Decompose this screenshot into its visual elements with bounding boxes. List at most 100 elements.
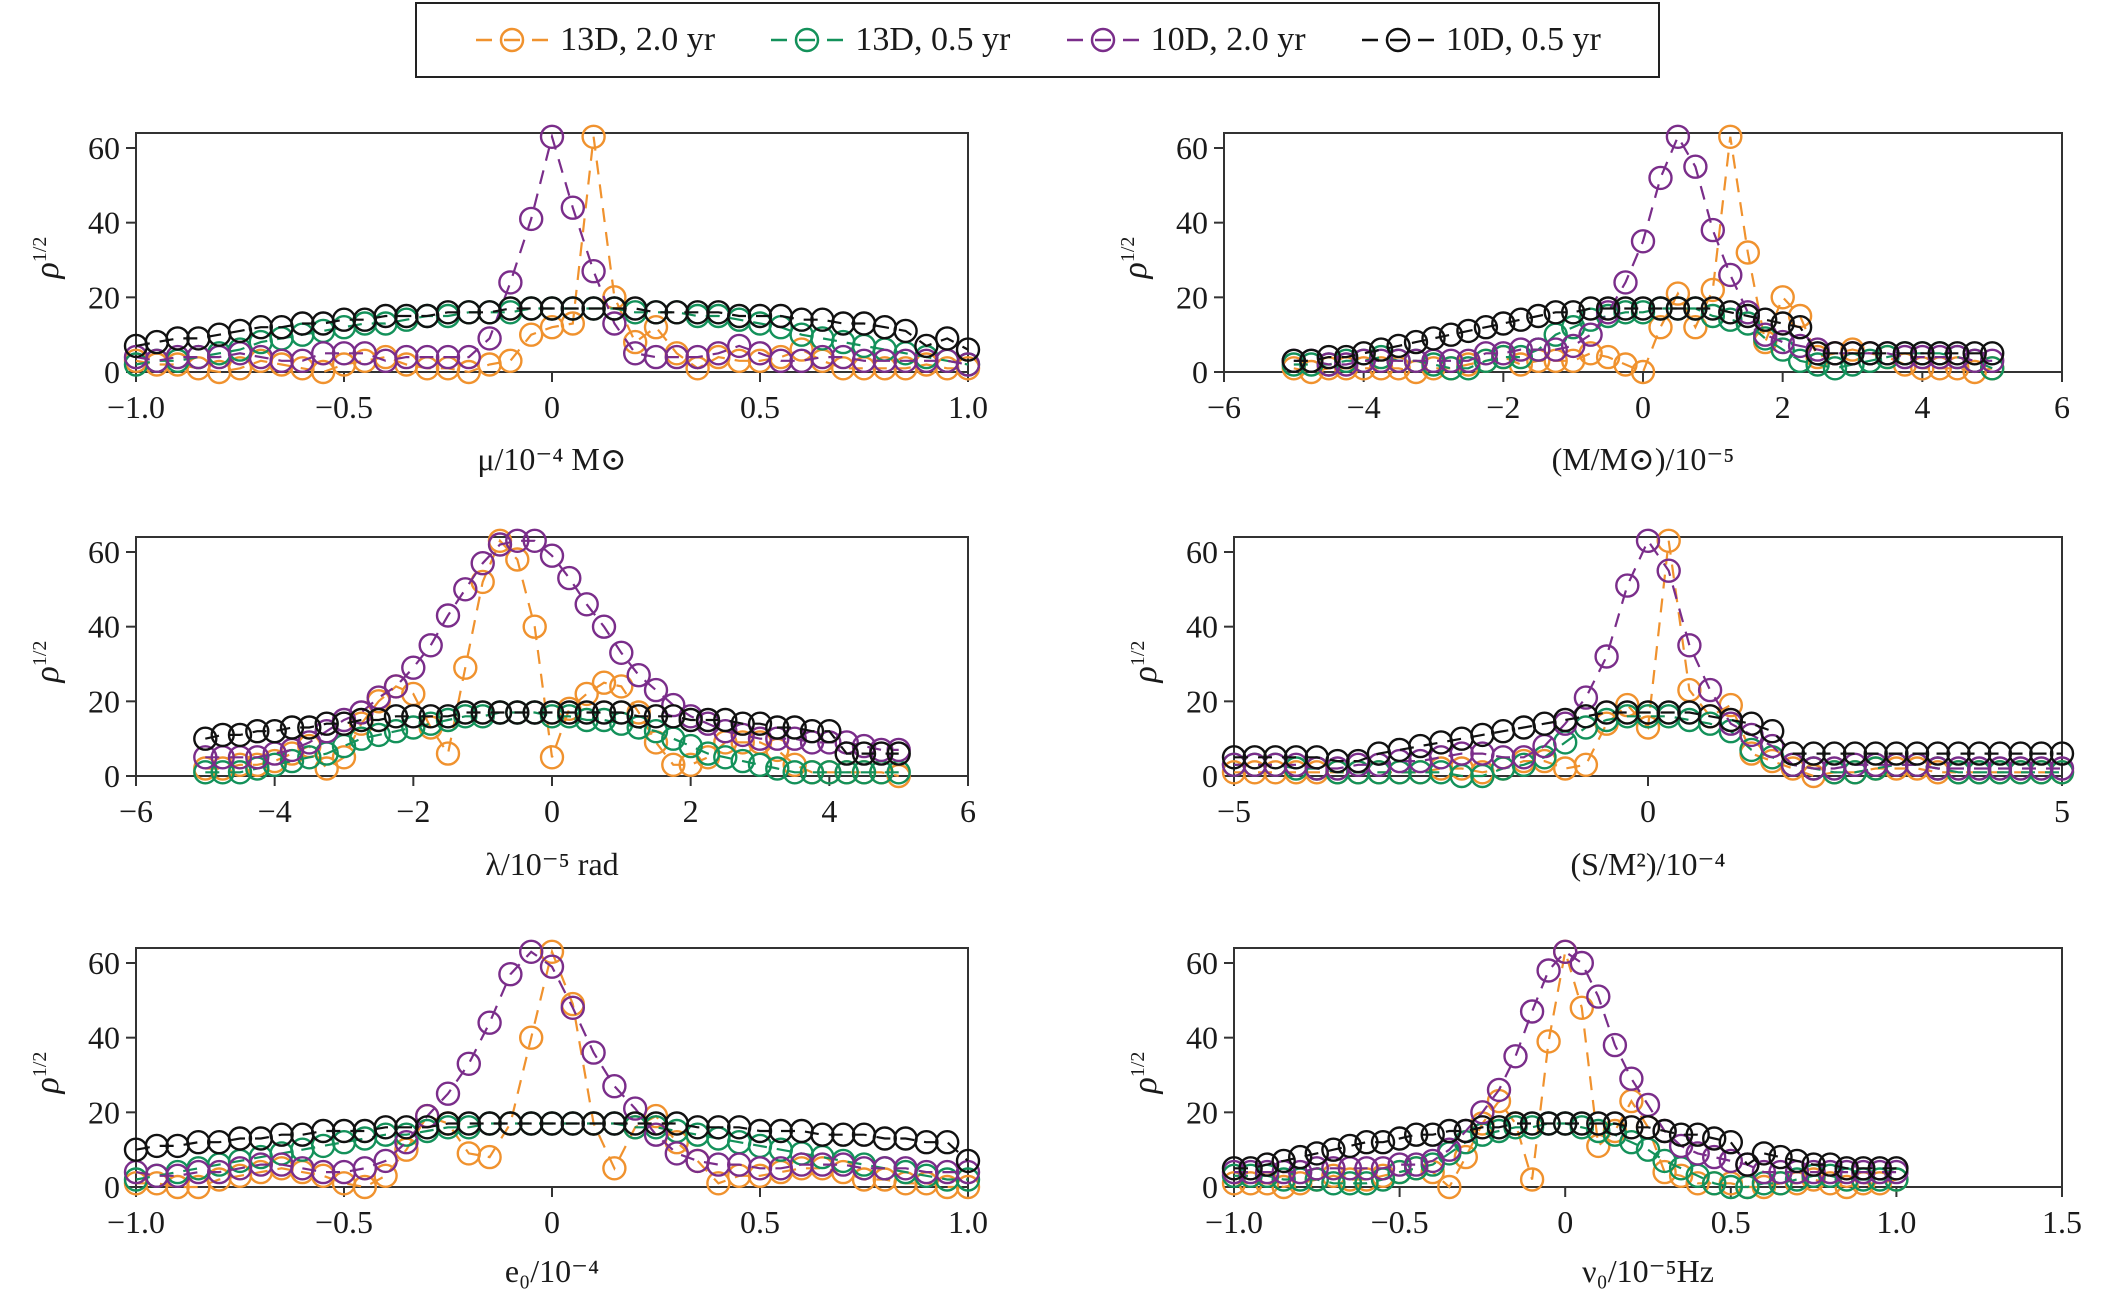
- series-10d-0-5-yr: [193, 700, 911, 766]
- y-tick-label: 60: [88, 534, 120, 570]
- data-point: [1892, 341, 1918, 366]
- data-point: [1770, 285, 1795, 310]
- y-tick-label: 0: [1202, 1169, 1218, 1205]
- data-point: [366, 722, 391, 748]
- y-tick-label: 40: [88, 205, 120, 241]
- data-point: [1652, 1118, 1677, 1144]
- data-point: [539, 1111, 565, 1136]
- data-point: [1822, 741, 1847, 766]
- data-point: [1602, 1111, 1628, 1136]
- data-point: [609, 640, 634, 665]
- data-point: [1595, 344, 1621, 370]
- data-point: [487, 532, 513, 557]
- data-point: [747, 1156, 773, 1181]
- data-point: [519, 322, 544, 347]
- x-tick-label: 2: [683, 793, 699, 829]
- data-point: [290, 348, 315, 373]
- x-tick-label: −2: [396, 793, 430, 829]
- data-point: [456, 1051, 481, 1077]
- y-axis-label: ρ1/2: [1117, 237, 1154, 280]
- x-tick-label: 0: [1640, 793, 1656, 829]
- data-point: [1735, 303, 1761, 329]
- series-10d-0-5-yr: [1221, 700, 2075, 774]
- data-point: [522, 700, 547, 725]
- data-point: [1595, 296, 1621, 321]
- data-point: [165, 344, 190, 370]
- data-point: [1987, 741, 2013, 766]
- data-point: [435, 1081, 461, 1106]
- data-point: [1299, 348, 1324, 373]
- series-line: [135, 1122, 969, 1162]
- y-tick-label: 20: [1186, 683, 1218, 719]
- series-10d-2-0-yr: [1221, 528, 2075, 781]
- data-point: [453, 655, 478, 680]
- data-point: [1503, 1044, 1528, 1069]
- series-10d-0-5-yr: [123, 296, 981, 362]
- data-point: [1770, 311, 1795, 336]
- data-point: [165, 326, 190, 351]
- data-point: [1635, 715, 1661, 740]
- x-axis-label: ν₀/10⁻⁵Hz: [1582, 1253, 1714, 1289]
- data-point: [1615, 573, 1640, 598]
- data-point: [1784, 1167, 1810, 1192]
- data-point: [1345, 748, 1371, 774]
- data-point: [706, 1152, 731, 1177]
- data-point: [1962, 341, 1987, 366]
- x-tick-label: 1.5: [2042, 1204, 2082, 1240]
- data-point: [1630, 229, 1656, 254]
- data-point: [1333, 352, 1359, 377]
- data-point: [1668, 1133, 1694, 1159]
- data-point: [1586, 984, 1611, 1009]
- data-point: [955, 1174, 981, 1200]
- data-point: [643, 315, 669, 340]
- data-point: [349, 707, 374, 733]
- data-point: [1526, 337, 1551, 362]
- series-10d-2-0-yr: [1221, 939, 1909, 1185]
- data-point: [297, 715, 322, 740]
- data-point: [1351, 341, 1376, 366]
- data-point: [1701, 1171, 1727, 1196]
- data-point: [1668, 1122, 1694, 1147]
- series-line: [136, 948, 968, 1189]
- data-point: [331, 341, 357, 366]
- data-point: [643, 704, 669, 729]
- data-point: [574, 592, 599, 617]
- data-point: [851, 760, 877, 785]
- data-point: [747, 711, 773, 736]
- series-line: [1234, 951, 1897, 1189]
- data-point: [1665, 124, 1691, 150]
- data-point: [1543, 300, 1568, 325]
- y-tick-label: 40: [1186, 609, 1218, 645]
- data-point: [574, 700, 599, 725]
- data-point: [1473, 315, 1499, 340]
- data-point: [1503, 1111, 1528, 1136]
- x-tick-label: 0.5: [740, 1204, 780, 1240]
- data-point: [505, 700, 530, 725]
- data-point: [1569, 1111, 1595, 1136]
- data-point: [1366, 760, 1392, 785]
- data-point: [1759, 719, 1785, 744]
- data-point: [1325, 748, 1350, 774]
- data-point: [227, 752, 253, 777]
- data-point: [914, 1129, 939, 1155]
- data-point: [1287, 1144, 1313, 1170]
- data-point: [747, 303, 773, 329]
- data-point: [1508, 307, 1534, 332]
- y-tick-label: 20: [1186, 1094, 1218, 1130]
- data-point: [1519, 1167, 1545, 1192]
- data-point: [1701, 1144, 1727, 1170]
- data-point: [373, 303, 398, 329]
- data-point: [730, 748, 755, 774]
- data-point: [914, 348, 939, 373]
- data-point: [678, 733, 703, 759]
- data-point: [519, 206, 544, 232]
- data-point: [643, 1103, 669, 1129]
- data-point: [269, 348, 294, 373]
- data-point: [1519, 1111, 1545, 1136]
- y-axis-label: ρ1/2: [29, 641, 66, 684]
- data-point: [311, 341, 336, 366]
- data-point: [1817, 1171, 1843, 1196]
- y-axis-label: ρ1/2: [29, 237, 66, 280]
- data-point: [1449, 726, 1474, 751]
- data-point: [1718, 1129, 1744, 1155]
